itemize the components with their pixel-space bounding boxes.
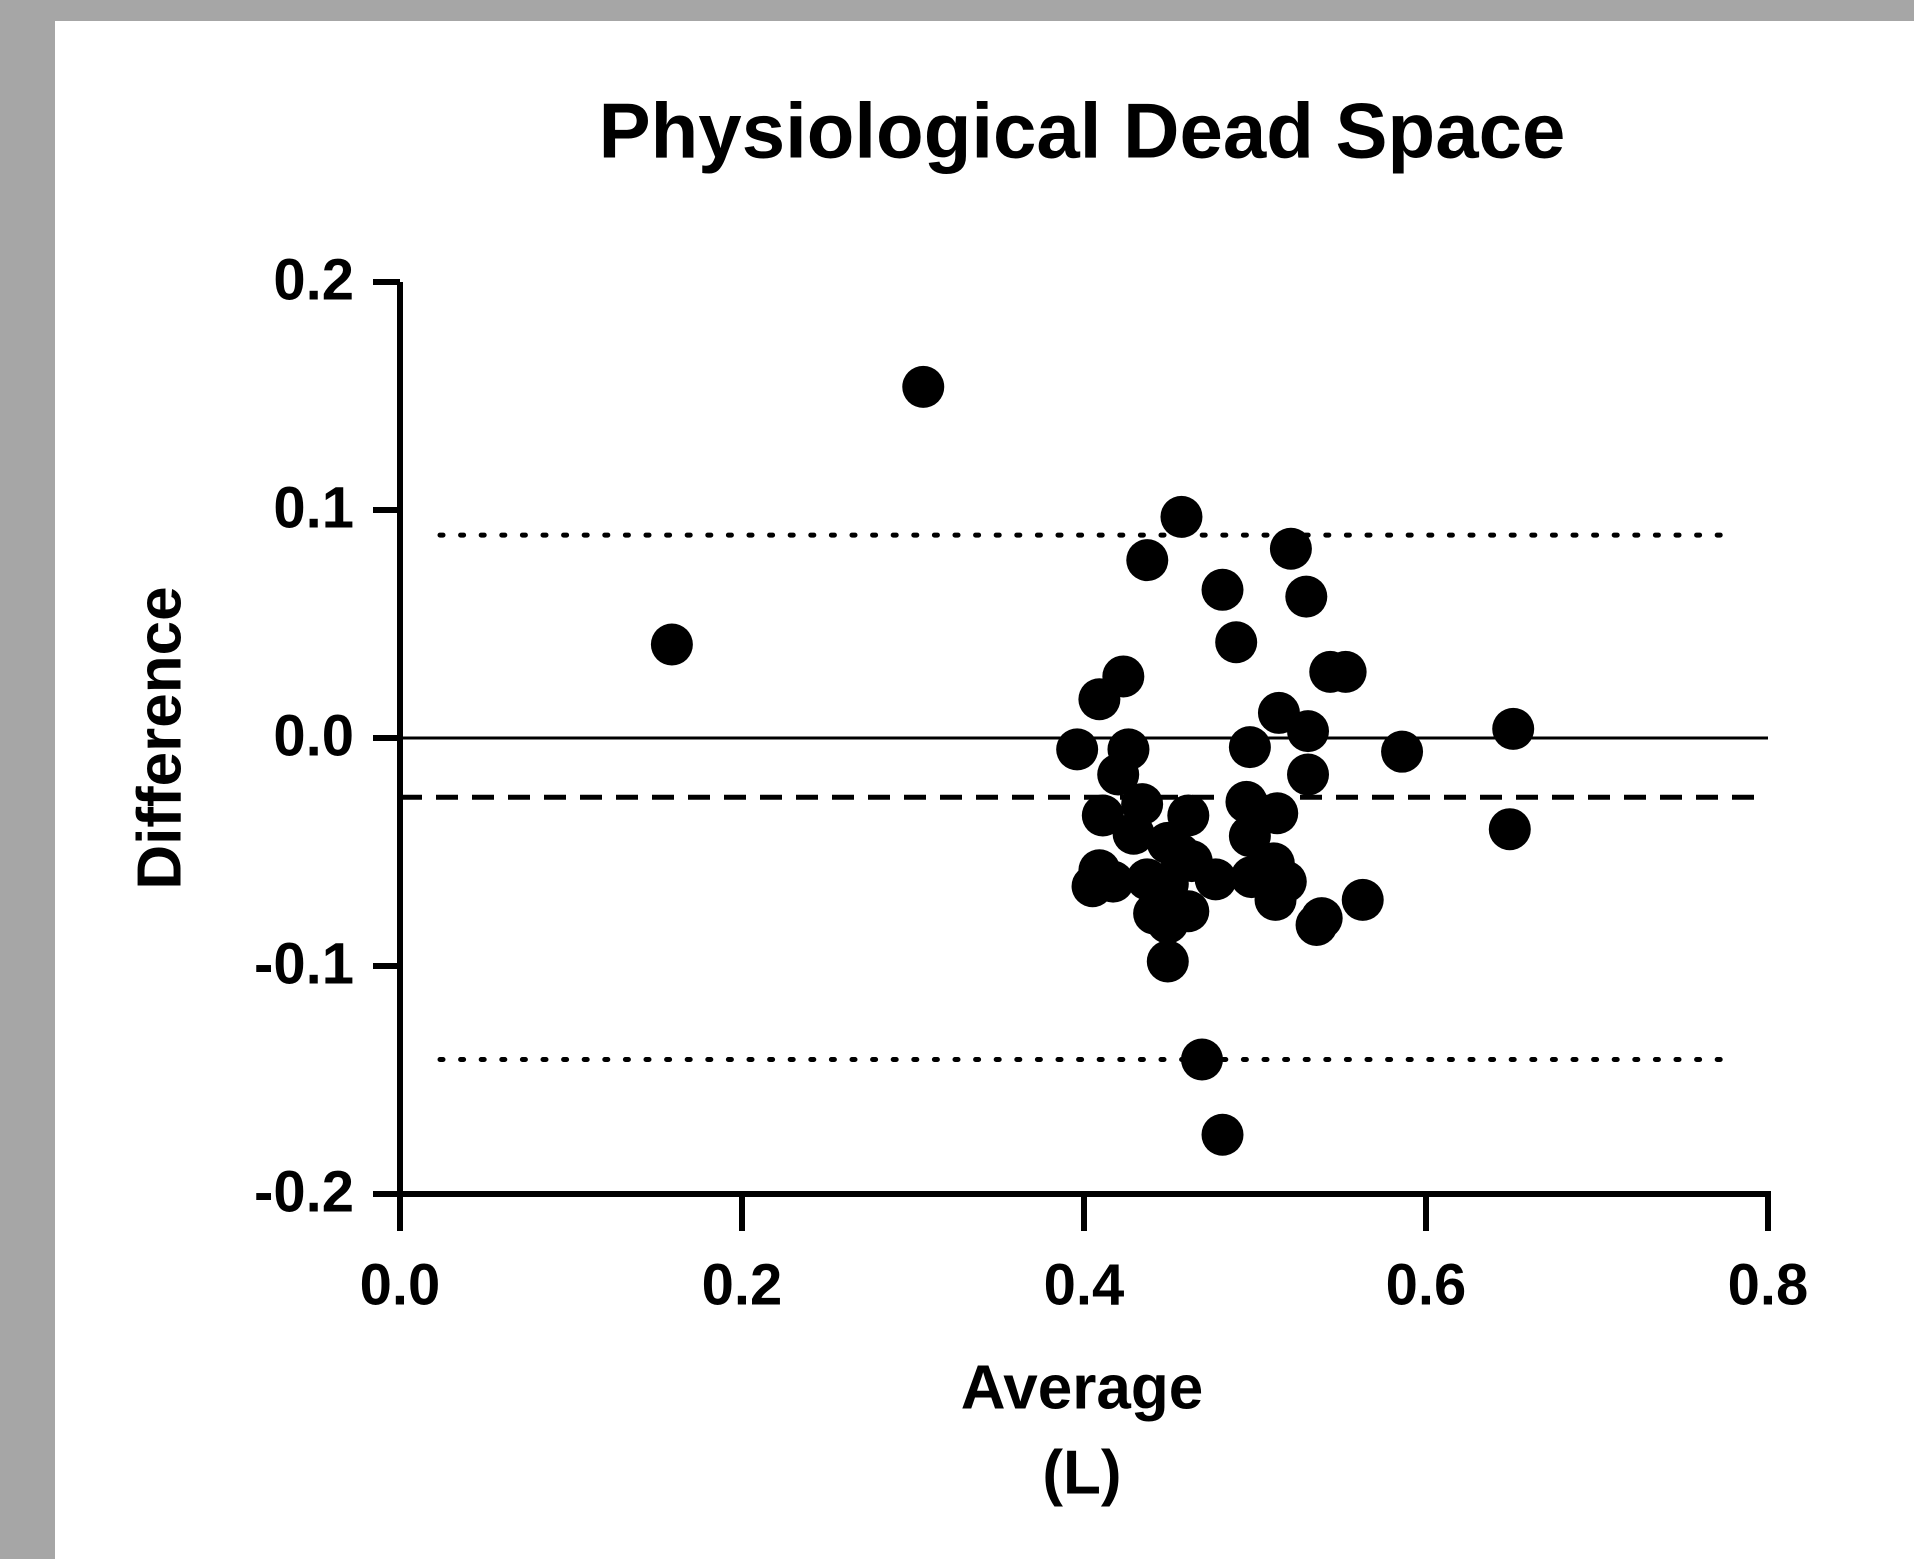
y-tick-label: 0.2 <box>273 247 354 312</box>
data-point <box>1112 812 1155 855</box>
x-tick-label: 0.0 <box>360 1252 441 1317</box>
x-tick-label: 0.4 <box>1044 1252 1125 1317</box>
data-point <box>1269 527 1312 570</box>
data-point <box>1228 726 1271 769</box>
data-point <box>1201 1113 1244 1156</box>
data-point <box>1160 495 1203 538</box>
data-point <box>1295 903 1338 946</box>
data-point <box>1324 650 1367 693</box>
data-point <box>1078 678 1121 721</box>
data-point <box>1381 730 1424 773</box>
data-point <box>1056 728 1099 771</box>
x-axis-label: Average <box>961 1353 1203 1422</box>
x-axis-label: (L) <box>1042 1438 1121 1507</box>
data-point <box>1287 710 1330 753</box>
data-point <box>1341 878 1384 921</box>
y-axis-label: Difference <box>125 586 194 889</box>
data-point <box>1215 621 1258 664</box>
x-tick-label: 0.2 <box>702 1252 783 1317</box>
data-point <box>1194 858 1237 901</box>
y-tick-label: -0.1 <box>254 931 354 996</box>
data-point <box>1285 575 1328 618</box>
y-tick-label: 0.0 <box>273 703 354 768</box>
data-point <box>1201 568 1244 611</box>
data-point <box>1071 865 1114 908</box>
data-point <box>1097 753 1140 796</box>
data-point <box>1180 1038 1223 1081</box>
x-tick-label: 0.8 <box>1728 1252 1809 1317</box>
data-point <box>1488 808 1531 851</box>
y-tick-label: 0.1 <box>273 475 354 540</box>
plot-background <box>55 21 1914 1559</box>
data-point <box>1254 878 1297 921</box>
data-point <box>650 623 693 666</box>
chart-title: Physiological Dead Space <box>599 87 1566 175</box>
data-point <box>1081 794 1124 837</box>
data-point <box>1126 539 1169 582</box>
data-point <box>902 365 945 408</box>
data-point <box>1228 815 1271 858</box>
x-tick-label: 0.6 <box>1386 1252 1467 1317</box>
data-point <box>1146 901 1189 944</box>
data-point <box>1146 940 1189 983</box>
data-point <box>1492 707 1535 750</box>
y-tick-label: -0.2 <box>254 1159 354 1224</box>
data-point <box>1287 753 1330 796</box>
